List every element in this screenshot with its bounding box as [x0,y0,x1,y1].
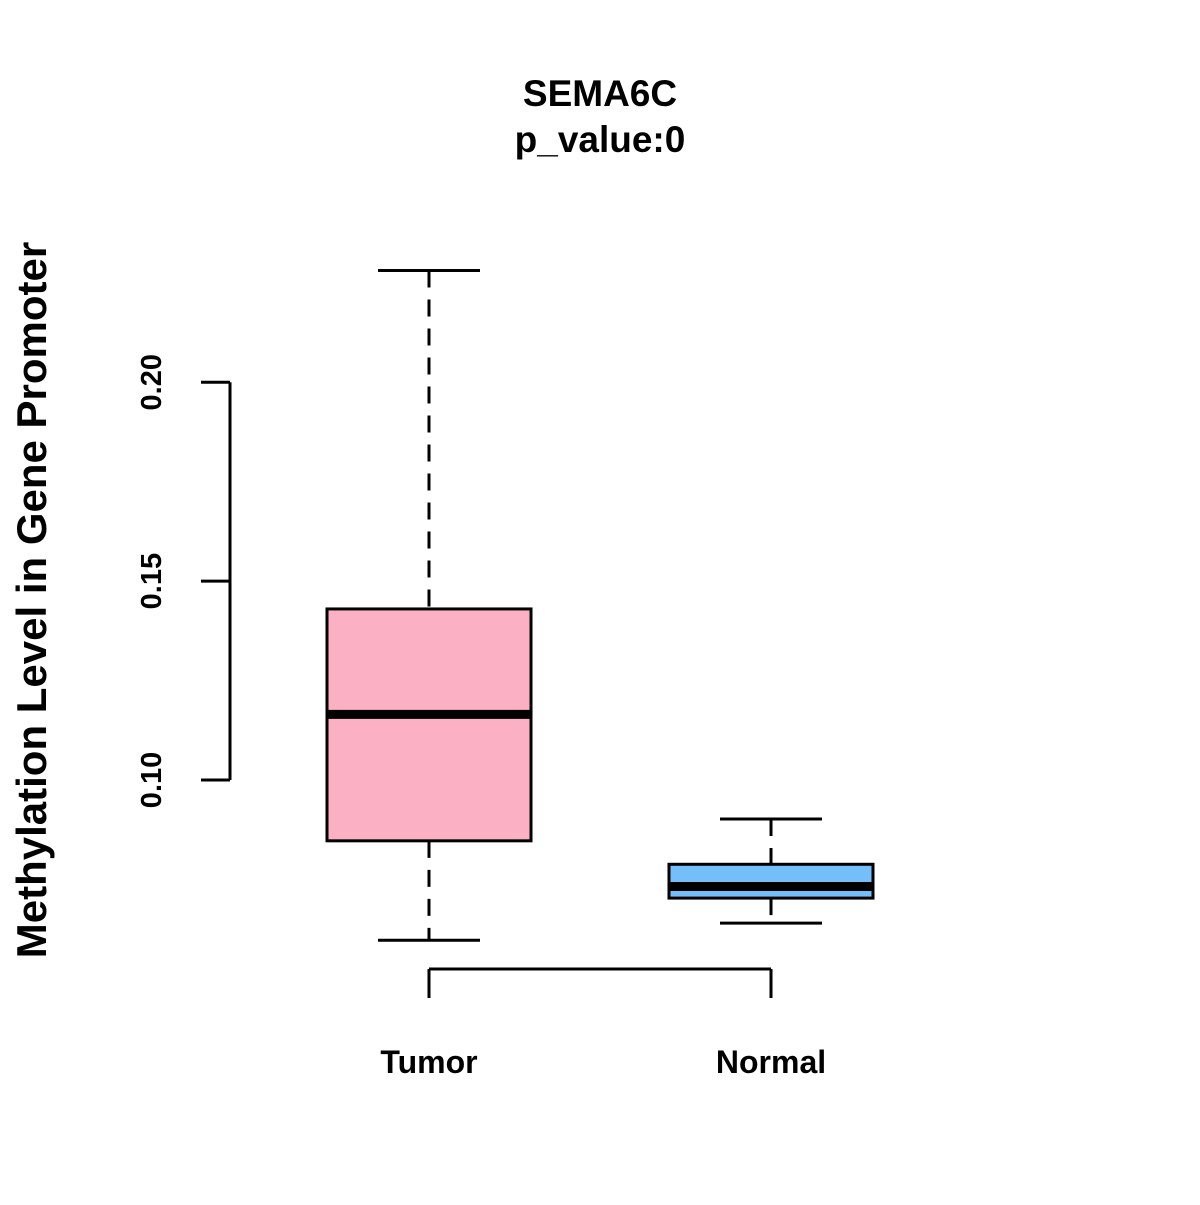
y-axis-label: Methylation Level in Gene Promoter [8,242,55,958]
chart-title: SEMA6C [523,73,677,114]
box-tumor [325,268,533,942]
box-normal [667,817,875,925]
x-category-label: Normal [716,1044,826,1080]
y-tick-label: 0.15 [136,553,168,609]
y-axis: 0.10 0.15 0.20 [136,354,232,808]
y-tick-label: 0.10 [136,752,168,808]
x-category-label: Tumor [380,1044,477,1080]
iqr-box [325,607,533,843]
boxes-group [325,268,875,942]
x-axis: Tumor Normal [380,967,826,1080]
iqr-box [667,862,875,900]
chart-subtitle: p_value:0 [515,119,686,160]
y-tick-label: 0.20 [136,354,168,410]
